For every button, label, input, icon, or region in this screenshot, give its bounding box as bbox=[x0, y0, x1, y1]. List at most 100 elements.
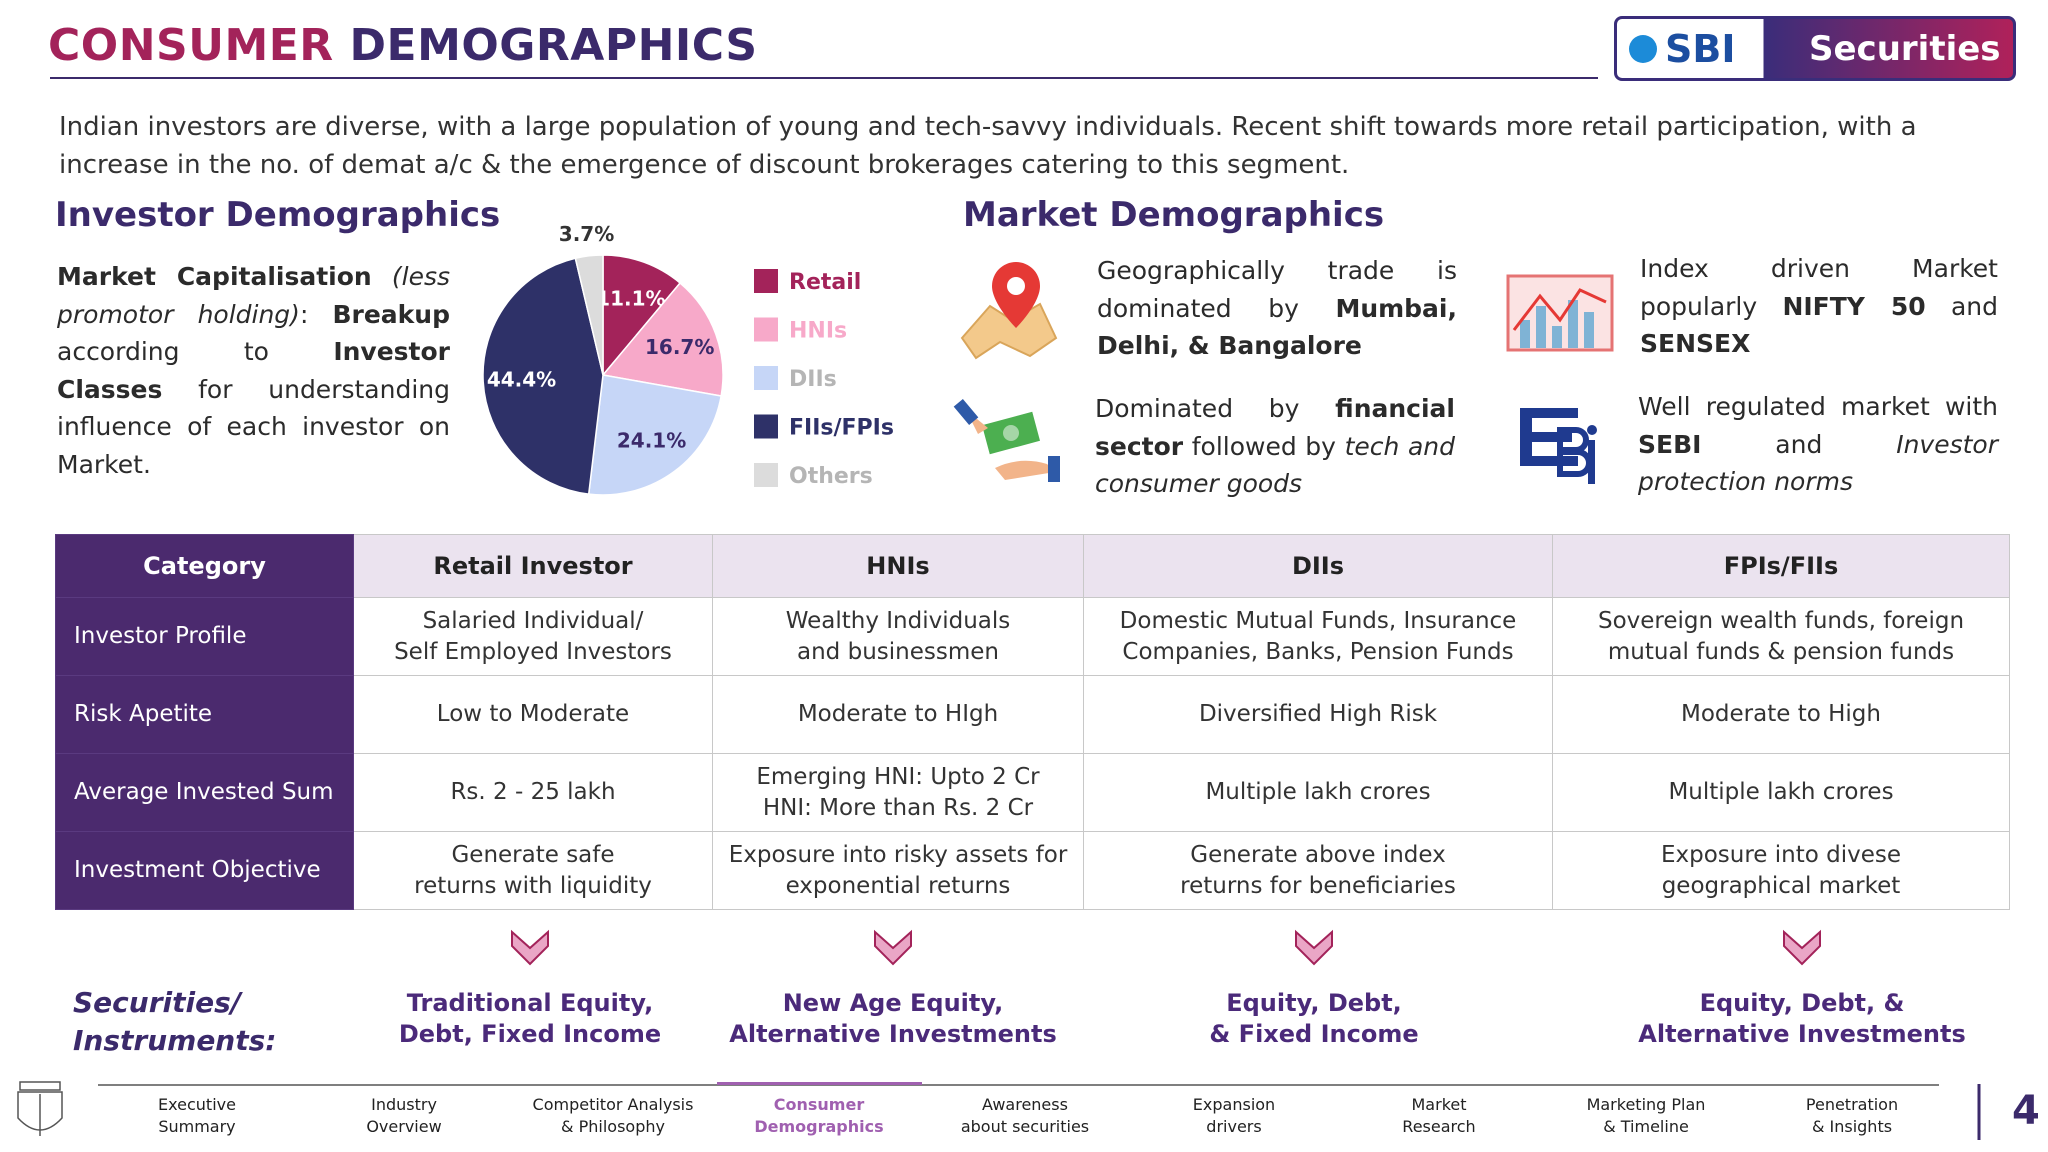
legend-swatch bbox=[754, 269, 778, 293]
pie-slice bbox=[601, 281, 724, 397]
header-cell: DIIs bbox=[1083, 534, 1553, 598]
legend-swatch bbox=[754, 463, 778, 487]
logo-text: Securities bbox=[1809, 29, 2001, 69]
nav-item[interactable]: Marketing Plan & Timeline bbox=[1546, 1094, 1746, 1138]
text: Marketing Plan bbox=[1586, 1095, 1706, 1114]
cell-line: mutual funds & pension funds bbox=[1607, 638, 1955, 665]
cell-line: Self Employed Investors bbox=[394, 638, 672, 665]
legend-label: DIIs bbox=[789, 367, 837, 392]
cell-line: Investment Objective bbox=[74, 857, 321, 883]
text: SEBI bbox=[1638, 429, 1702, 459]
legend-swatch bbox=[754, 317, 778, 342]
instrument: New Age Equity, Alternative Investments bbox=[683, 988, 1103, 1050]
slice-label: 44.4% bbox=[487, 368, 556, 392]
table-row: Average Invested Sum Rs. 2 - 25 lakh Emerg… bbox=[55, 753, 2010, 832]
text: Competitor Analysis bbox=[532, 1095, 694, 1114]
table-cell: Diversified High Risk bbox=[1083, 675, 1553, 754]
cell-line: Diversified High Risk bbox=[1198, 701, 1438, 727]
title-part: DEMOGRAPHICS bbox=[349, 20, 758, 71]
cell-line: Risk Apetite bbox=[74, 701, 213, 727]
text: according to bbox=[57, 337, 334, 366]
text: Overview bbox=[366, 1117, 442, 1136]
text: Industry bbox=[371, 1095, 437, 1114]
text: for understanding influence of each inve… bbox=[57, 374, 450, 479]
text: financial sector bbox=[1095, 394, 1455, 461]
table-cell: Sovereign wealth funds, foreign mutual fu… bbox=[1552, 597, 2010, 676]
description: Market Capitalisation (less promotor hol… bbox=[57, 258, 450, 483]
cell-line: Generate above index bbox=[1190, 841, 1446, 868]
nav-item[interactable]: Consumer Demographics bbox=[719, 1094, 919, 1138]
legend-label: Others bbox=[789, 464, 873, 489]
cell-line: Exposure into risky assets for bbox=[728, 841, 1068, 868]
cell-line: Sovereign wealth funds, foreign bbox=[1597, 607, 1965, 634]
text: Alternative Investments bbox=[1638, 1020, 1966, 1048]
text: NIFTY 50 bbox=[1782, 291, 1926, 321]
market-text: Index driven Market popularly NIFTY 50 a… bbox=[1640, 250, 1998, 363]
pie-slice bbox=[587, 374, 723, 496]
table-cell: Moderate to High bbox=[1552, 675, 2010, 754]
table-cell: Exposure into divese geographical market bbox=[1552, 831, 2010, 910]
cell-line: Moderate to HIgh bbox=[797, 701, 999, 727]
cell-line: returns for beneficiaries bbox=[1180, 872, 1456, 899]
nav-item[interactable]: Industry Overview bbox=[304, 1094, 504, 1138]
text: Expansion bbox=[1192, 1095, 1276, 1114]
text: about securities bbox=[960, 1117, 1090, 1136]
nav-item[interactable]: Expansion drivers bbox=[1134, 1094, 1334, 1138]
nav-active-bar bbox=[717, 1082, 922, 1085]
text: and bbox=[1925, 291, 1998, 321]
market-text: Dominated by financial sector followed b… bbox=[1095, 390, 1455, 503]
market-text: Well regulated market with SEBI and Inve… bbox=[1638, 388, 1998, 501]
text: tech and consumer goods bbox=[1095, 431, 1455, 499]
slice-label: 24.1% bbox=[617, 429, 686, 453]
text: Debt, Fixed Income bbox=[398, 1020, 662, 1048]
table-row: Risk Apetite Low to Moderate Moderate to H… bbox=[55, 675, 2010, 754]
emblem bbox=[17, 1081, 63, 1136]
text: (less promotor holding) bbox=[57, 262, 451, 329]
table-cell: Investment Objective bbox=[55, 831, 354, 910]
title-rule bbox=[50, 77, 1598, 79]
text: & Philosophy bbox=[561, 1117, 665, 1136]
text: Equity, Debt, bbox=[1226, 989, 1402, 1017]
pie-slice bbox=[574, 254, 604, 376]
market-text: Geographically trade is dominated by Mum… bbox=[1097, 252, 1457, 365]
header-cell: Retail Investor bbox=[353, 534, 713, 598]
cell-line: returns with liquidity bbox=[414, 872, 652, 899]
legend-label: FIIs/FPIs bbox=[789, 416, 894, 441]
nav-item[interactable]: Competitor Analysis & Philosophy bbox=[513, 1094, 713, 1138]
text: Geographically trade is dominated by bbox=[1097, 256, 1457, 323]
pie-slice bbox=[602, 254, 682, 378]
text: Market bbox=[1411, 1095, 1467, 1114]
table-cell: Investor Profile bbox=[55, 597, 354, 676]
nav-item[interactable]: Executive Summary bbox=[97, 1094, 297, 1138]
section-heading: Market Demographics bbox=[963, 195, 1385, 235]
text: Well regulated market with bbox=[1638, 392, 1998, 421]
cell-line: Exposure into divese bbox=[1660, 841, 1902, 868]
logo-text: SBI bbox=[1665, 27, 1736, 71]
cell-line: Companies, Banks, Pension Funds bbox=[1122, 638, 1514, 665]
table-cell: Domestic Mutual Funds, Insurance Companie… bbox=[1083, 597, 1553, 676]
text: Investor Classes bbox=[57, 337, 450, 404]
nav-item[interactable]: Market Research bbox=[1339, 1094, 1539, 1138]
text: Securities/ bbox=[73, 986, 241, 1019]
header-cell: HNIs bbox=[712, 534, 1084, 598]
nav-item[interactable]: Penetration & Insights bbox=[1752, 1094, 1952, 1138]
text: & Timeline bbox=[1603, 1117, 1689, 1136]
cell-line: Average Invested Sum bbox=[74, 779, 334, 805]
nav-item[interactable]: Awareness about securities bbox=[925, 1094, 1125, 1138]
table-cell: Rs. 2 - 25 lakh bbox=[353, 753, 713, 832]
cell-line: and businessmen bbox=[797, 638, 999, 665]
sebi-icon bbox=[1520, 408, 1597, 484]
logo: SBI Securities bbox=[1614, 16, 2016, 81]
slide-title: CONSUMER DEMOGRAPHICS bbox=[48, 20, 758, 71]
text: Equity, Debt, & bbox=[1699, 989, 1905, 1017]
table-cell: Average Invested Sum bbox=[55, 753, 354, 832]
table-cell: Wealthy Individuals and businessmen bbox=[712, 597, 1084, 676]
table-cell: Multiple lakh crores bbox=[1083, 753, 1553, 832]
text: Summary bbox=[158, 1117, 236, 1136]
text: Dominated by bbox=[1095, 394, 1336, 423]
cell-line: exponential returns bbox=[785, 872, 1011, 899]
table-cell: Emerging HNI: Upto 2 Cr HNI: More than Rs… bbox=[712, 753, 1084, 832]
text: Demographics bbox=[754, 1117, 884, 1136]
